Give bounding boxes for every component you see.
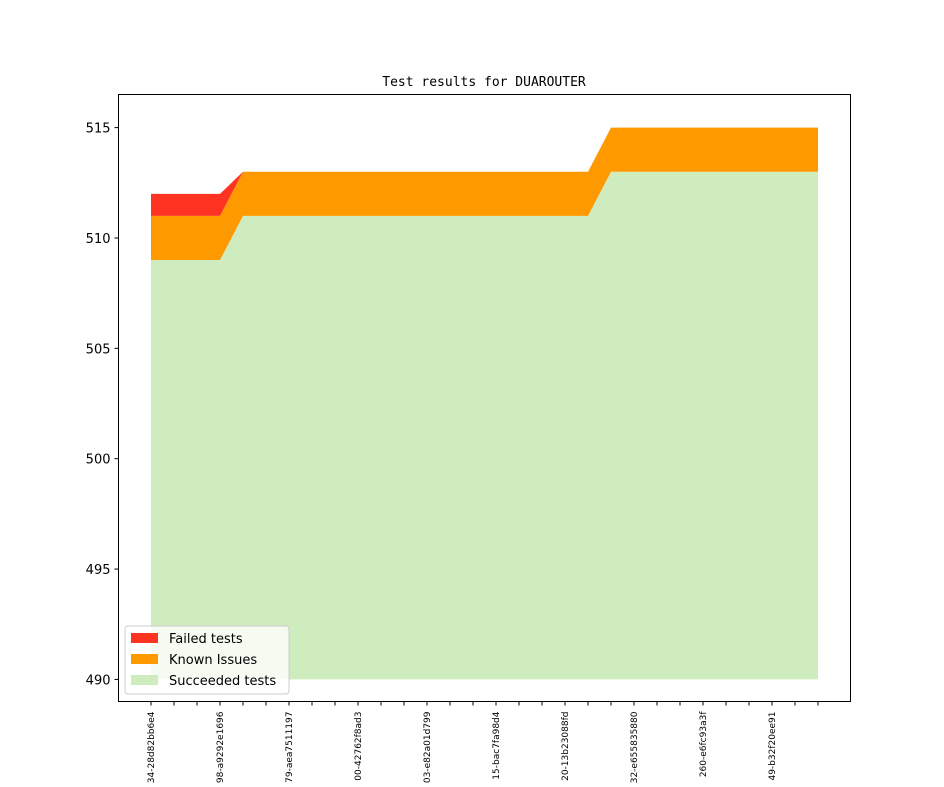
chart-title: Test results for DUAROUTER — [382, 75, 586, 90]
x-tick-label: 79-aea7511197 — [285, 712, 295, 783]
x-tick-label: 34-28d82bb6e4 — [147, 711, 157, 783]
legend-swatch — [131, 633, 158, 643]
x-tick-label: 15-bac7fa98d4 — [492, 711, 502, 779]
x-axis: 34-28d82bb6e4 98-a9292e1696 79-aea7511197 0… — [147, 701, 819, 783]
plot-areas — [151, 127, 818, 680]
area-succeeded-tests — [151, 171, 818, 680]
x-tick-label: 32-e655835880 — [630, 711, 640, 783]
y-axis: 490 495 500 505 510 515 — [86, 122, 119, 688]
legend-label: Succeeded tests — [169, 674, 276, 689]
area-known-issues — [151, 127, 818, 261]
y-tick-label: 490 — [86, 673, 111, 688]
y-tick-label: 495 — [86, 563, 111, 578]
legend-frame — [124, 625, 290, 695]
x-tick-label: 260-e6fc93a3f — [699, 711, 709, 777]
x-tick-label: 98-a9292e1696 — [216, 711, 226, 783]
legend-swatch — [131, 675, 158, 685]
legend-swatch — [131, 654, 158, 664]
legend-label: Known Issues — [169, 653, 257, 668]
y-tick-label: 505 — [86, 342, 111, 357]
y-tick-label: 515 — [86, 122, 111, 137]
y-tick-label: 510 — [86, 232, 111, 247]
legend: Failed tests Known Issues Succeeded tests — [124, 625, 290, 695]
x-tick-label: 00-42762f8ad3 — [354, 712, 364, 781]
legend-label: Failed tests — [169, 632, 243, 647]
x-tick-label: 49-b32f20ee91 — [768, 712, 778, 781]
area-failed-tests — [151, 127, 818, 216]
y-tick-label: 500 — [86, 453, 111, 468]
plot-frame — [118, 94, 851, 702]
x-tick-label: 20-13b23088fd — [561, 712, 571, 781]
x-tick-label: 03-e82a01d799 — [423, 711, 433, 783]
